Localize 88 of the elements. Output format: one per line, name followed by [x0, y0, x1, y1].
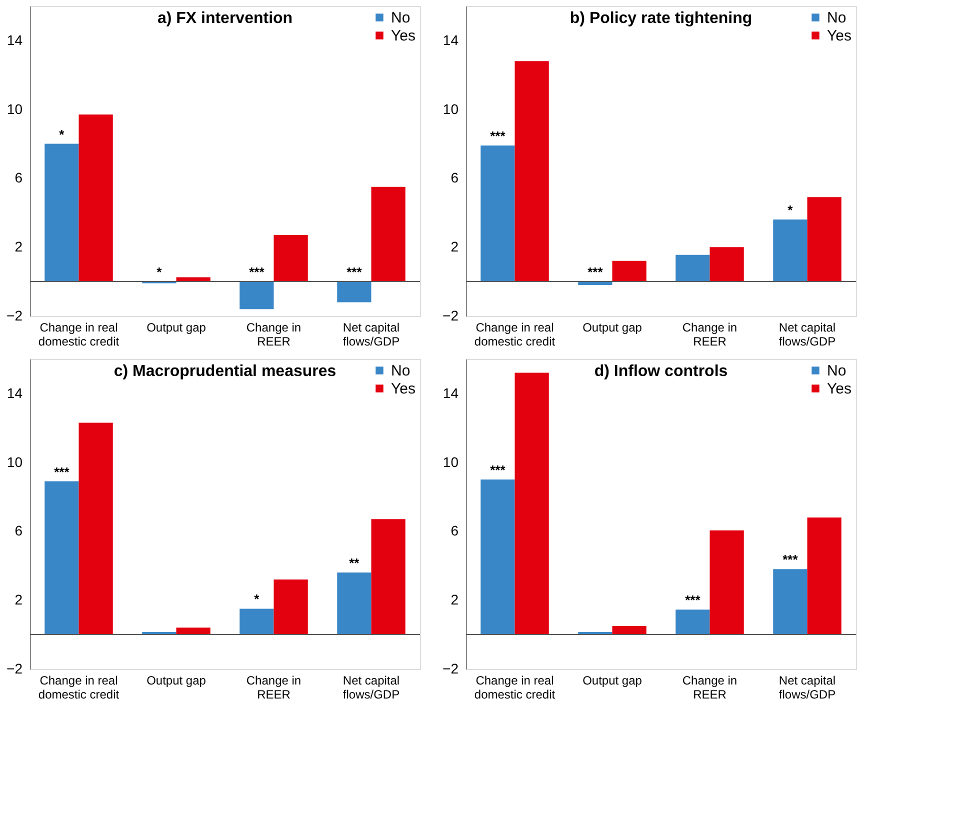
bar	[480, 146, 515, 282]
y-tick-label: 2	[450, 592, 459, 608]
chart-title: b) Policy rate tightening	[570, 10, 752, 27]
legend-label: No	[827, 10, 846, 26]
bar	[371, 519, 406, 635]
bar	[612, 626, 646, 635]
annotation: ***	[490, 462, 506, 478]
bar	[514, 61, 549, 282]
y-tick-label: 2	[14, 238, 23, 255]
bar	[337, 572, 372, 635]
bar	[773, 220, 808, 282]
bar	[274, 235, 308, 282]
y-tick-label: −2	[442, 660, 459, 676]
legend-label: Yes	[391, 380, 416, 398]
bar	[44, 144, 79, 282]
bar	[612, 260, 646, 282]
x-tick-label: Change in REER	[246, 320, 302, 348]
bar	[78, 114, 113, 282]
bar	[676, 610, 710, 635]
y-tick-label: 6	[14, 522, 23, 539]
bar	[274, 579, 308, 635]
bar	[807, 197, 842, 282]
annotation: ***	[685, 592, 702, 608]
x-tick-label: Change in REER	[246, 674, 302, 702]
annotation: *	[788, 202, 794, 218]
bar	[710, 530, 744, 635]
x-tick-label: Change in real domestic credit	[474, 674, 556, 702]
y-tick-label: 10	[442, 100, 459, 117]
bar	[773, 569, 808, 635]
legend-label: No	[391, 362, 410, 380]
y-tick-label: 14	[6, 384, 23, 401]
x-tick-label: Net capital flows/GDP	[778, 674, 836, 702]
bar	[514, 372, 549, 635]
x-tick-label: Change in real domestic credit	[474, 320, 556, 348]
x-tick-label: Change in REER	[682, 320, 738, 348]
legend-label: No	[391, 10, 410, 26]
legend-label: Yes	[827, 28, 852, 44]
annotation: ***	[490, 128, 506, 144]
y-tick-label: −2	[442, 308, 459, 324]
annotation: *	[156, 264, 163, 280]
annotation: **	[349, 556, 360, 571]
legend-label: No	[827, 362, 846, 380]
chart-title: a) FX intervention	[157, 10, 293, 27]
y-tick-label: 2	[14, 592, 23, 608]
annotation: *	[254, 592, 260, 607]
annotation: ***	[346, 264, 363, 280]
bar	[337, 282, 372, 302]
x-tick-label: Change in real domestic credit	[38, 674, 120, 702]
annotation: ***	[588, 264, 604, 280]
x-tick-label: Output gap	[582, 320, 642, 334]
y-tick-label: −2	[6, 308, 23, 324]
chart-title: d) Inflow controls	[594, 363, 728, 380]
legend-label: Yes	[391, 28, 416, 44]
bar	[78, 422, 113, 635]
y-tick-label: 6	[14, 170, 23, 186]
x-tick-label: Net capital flows/GDP	[778, 320, 836, 348]
x-tick-label: Change in REER	[682, 674, 738, 702]
y-tick-label: 6	[450, 170, 459, 186]
y-tick-label: 14	[442, 32, 459, 48]
y-tick-label: 10	[442, 454, 459, 470]
bar	[807, 517, 842, 635]
y-tick-label: 6	[450, 522, 459, 539]
x-tick-label: Net capital flows/GDP	[342, 674, 400, 702]
x-tick-label: Output gap	[582, 674, 642, 688]
bar	[676, 254, 710, 282]
x-tick-label: Output gap	[146, 674, 206, 688]
annotation: ***	[249, 264, 266, 280]
annotation: ***	[782, 552, 799, 568]
bar	[176, 628, 210, 635]
bar	[480, 480, 515, 635]
y-tick-label: 14	[6, 32, 23, 48]
bar	[710, 247, 744, 282]
y-tick-label: 10	[6, 100, 23, 117]
bar	[44, 481, 79, 635]
y-tick-label: 2	[450, 238, 459, 255]
bar	[371, 186, 406, 282]
annotation: ***	[54, 464, 70, 480]
x-tick-label: Net capital flows/GDP	[342, 320, 400, 348]
bar	[240, 608, 274, 635]
x-tick-label: Output gap	[146, 320, 206, 334]
y-tick-label: 10	[6, 454, 23, 470]
annotation: *	[59, 126, 66, 142]
bar	[240, 282, 274, 310]
legend-label: Yes	[827, 380, 852, 398]
x-tick-label: Change in real domestic credit	[38, 320, 120, 348]
y-tick-label: 14	[442, 384, 459, 401]
y-tick-label: −2	[6, 660, 23, 676]
chart-title: c) Macroprudential measures	[114, 363, 336, 380]
